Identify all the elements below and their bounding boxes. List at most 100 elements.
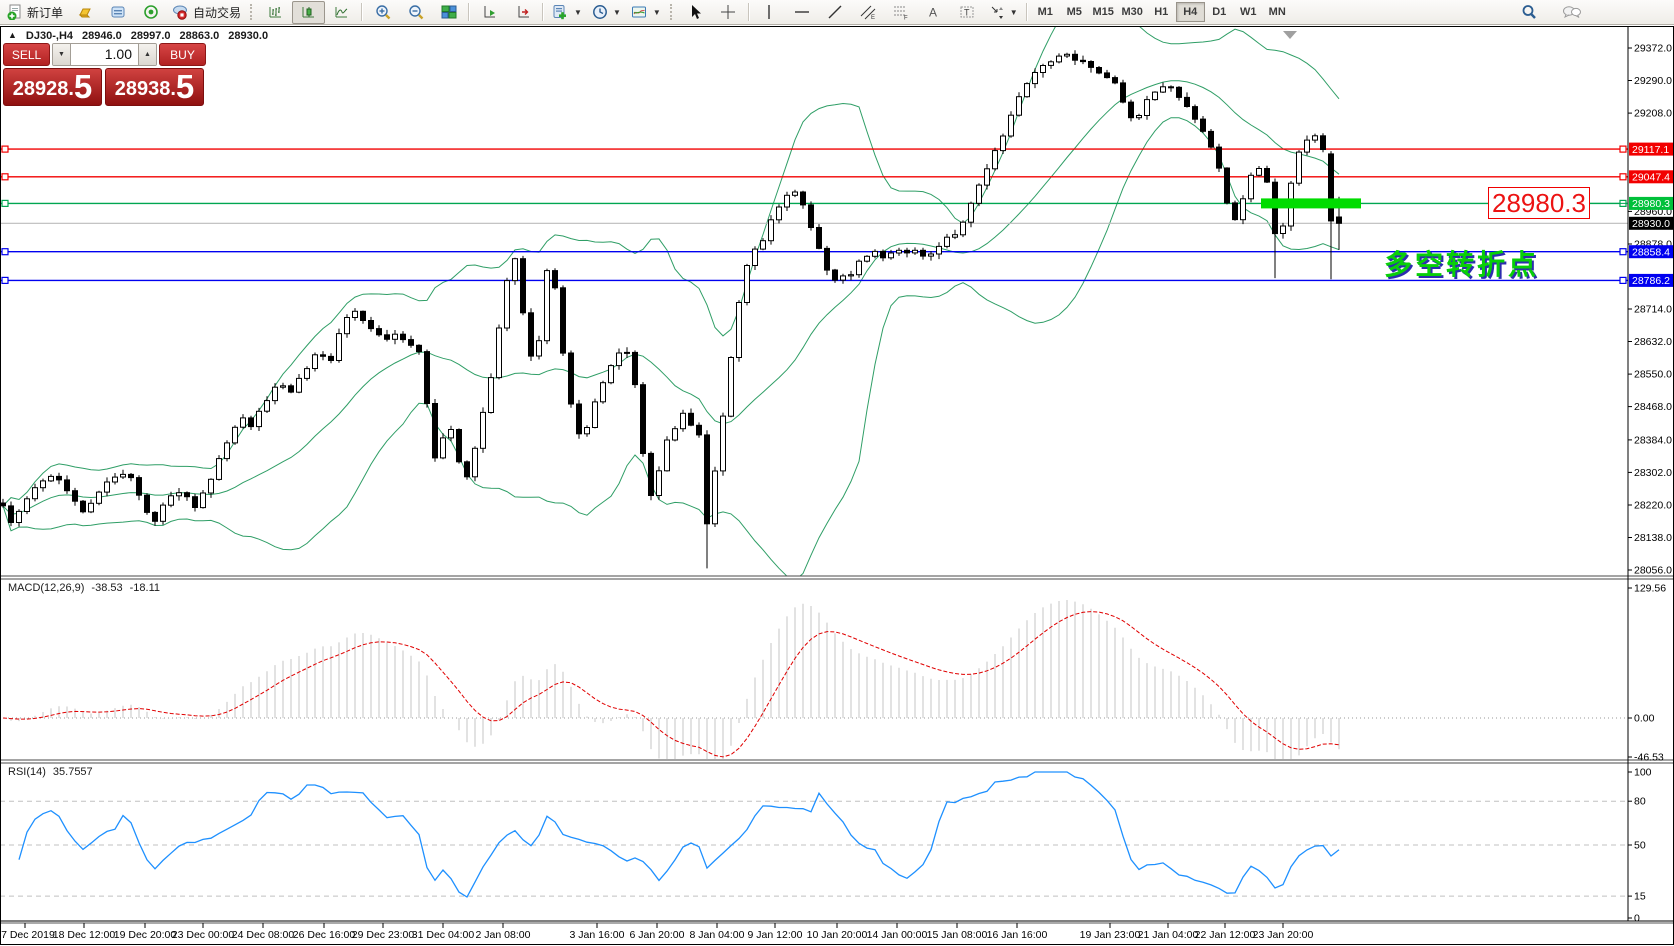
autoscroll-button[interactable] [473, 1, 506, 24]
volume-increase-button[interactable]: ▲ [138, 44, 156, 65]
time-axis-label: 16 Jan 16:00 [987, 929, 1048, 941]
candle-body [1304, 139, 1310, 153]
new-chart-button[interactable]: ▼ [547, 1, 587, 24]
candle-body [1200, 118, 1206, 132]
quotes-button[interactable] [101, 1, 134, 24]
candle-body [616, 352, 622, 367]
tab-timeframe-w1[interactable]: W1 [1239, 6, 1257, 18]
tab-timeframe-h4[interactable]: H4 [1175, 2, 1205, 22]
candle-body [976, 184, 982, 204]
candle-body [336, 333, 342, 362]
gold-button[interactable] [68, 1, 101, 24]
candle-body [96, 491, 102, 504]
candle-body [416, 344, 422, 353]
vertical-line-button[interactable] [753, 1, 786, 24]
candle-body [520, 258, 526, 314]
time-axis-label: 8 Jan 04:00 [690, 929, 745, 941]
candle-body [8, 505, 14, 523]
line-chart-button[interactable] [325, 1, 358, 24]
time-axis-label: 10 Jan 20:00 [807, 929, 868, 941]
price-axis-label: 29208.0 [1634, 108, 1672, 120]
arrows-button[interactable]: ▼ [984, 1, 1023, 24]
rsi-axis-label: 80 [1634, 796, 1646, 808]
candle-body [776, 206, 782, 221]
chart-area[interactable]: 29372.029290.029208.028960.028878.028714… [0, 26, 1674, 946]
zoom-in-button[interactable] [366, 1, 399, 24]
sell-price-button[interactable]: 28928. 5 [3, 68, 102, 106]
candle-body [792, 191, 798, 196]
candle-body [912, 249, 918, 254]
zoom-out-button[interactable] [399, 1, 432, 24]
buy-price-button[interactable]: 28938. 5 [105, 68, 204, 106]
sell-button[interactable]: SELL [3, 43, 50, 66]
signal-button[interactable] [134, 1, 167, 24]
tab-timeframe-m30[interactable]: M30 [1121, 6, 1143, 18]
bollinger-middle-band [2, 80, 1340, 515]
crosshair-icon [721, 5, 736, 19]
candlestick-chart-button[interactable] [292, 0, 326, 24]
macd-axis-label: -46.53 [1634, 752, 1664, 764]
candle-body [1160, 86, 1166, 93]
horizontal-line-button[interactable] [786, 1, 819, 24]
tab-timeframe-m5[interactable]: M5 [1066, 6, 1082, 18]
candle-body [376, 328, 382, 336]
line-endpoint-handle [1619, 173, 1627, 181]
buy-button[interactable]: BUY [159, 43, 206, 66]
price-axis-label: 28302.0 [1634, 467, 1672, 479]
tile-windows-button[interactable] [432, 1, 465, 24]
cursor-button[interactable] [679, 1, 712, 24]
macd-indicator-label: MACD(12,26,9) -38.53 -18.11 [8, 582, 160, 594]
candle-body [208, 478, 214, 494]
equidistant-channel-button[interactable]: E [852, 1, 885, 24]
candle-body [1144, 99, 1150, 116]
autoscroll-icon [484, 6, 495, 18]
period-button[interactable]: ▼ [587, 1, 626, 24]
price-badge [1629, 216, 1674, 230]
time-axis-label: 23 Dec 00:00 [172, 929, 235, 941]
toolbar-grip[interactable] [250, 4, 255, 20]
time-axis-label: 23 Jan 20:00 [1253, 929, 1314, 941]
tab-timeframe-m1[interactable]: M1 [1037, 6, 1053, 18]
templates-button[interactable]: ▼ [626, 1, 666, 24]
buy-price-dot: . [170, 78, 176, 100]
candle-body [264, 400, 270, 412]
candle-body [768, 219, 774, 242]
zoom-out-icon [408, 5, 423, 20]
text-button[interactable]: A [918, 1, 951, 24]
auto-trading-button[interactable]: 自动交易 [167, 1, 246, 24]
text-label-button[interactable]: T [951, 1, 984, 24]
tab-timeframe-m15[interactable]: M15 [1092, 6, 1114, 18]
candle-body [272, 386, 278, 402]
volume-input[interactable]: 1.00 [104, 46, 132, 62]
rsi-axis-label: 100 [1634, 767, 1652, 779]
chat-button[interactable] [1555, 1, 1588, 24]
price-badge [1629, 273, 1674, 287]
new-order-button[interactable]: 新订单 [2, 1, 68, 24]
fibonacci-button[interactable]: F [885, 1, 918, 24]
price-axis-label: 29290.0 [1634, 75, 1672, 87]
cursor-icon [692, 5, 702, 19]
close-value: 28930.0 [228, 30, 269, 42]
tab-timeframe-h1[interactable]: H1 [1154, 6, 1169, 18]
crosshair-button[interactable] [712, 1, 745, 24]
candle-body [848, 274, 854, 277]
chart-shift-button[interactable] [506, 1, 539, 24]
candle-body [840, 275, 846, 281]
trendline-button[interactable] [819, 1, 852, 24]
turning-point-annotation[interactable]: 多空转折点 [1384, 249, 1540, 280]
price-callout-label[interactable]: 28980.3 [1488, 187, 1590, 219]
candle-body [648, 452, 654, 496]
line-endpoint-handle [1, 199, 9, 207]
volume-decrease-button[interactable]: ▼ [53, 44, 71, 65]
chevron-down-icon: ▼ [612, 7, 621, 17]
price-badge-label: 28858.4 [1632, 247, 1670, 259]
candle-body [968, 202, 974, 223]
tab-timeframe-d1[interactable]: D1 [1212, 6, 1227, 18]
search-button[interactable] [1512, 1, 1545, 24]
tab-timeframe-mn[interactable]: MN [1268, 6, 1286, 18]
chart-shift-marker-icon [1283, 31, 1297, 39]
toolbar-grip[interactable] [669, 4, 675, 20]
bar-chart-button[interactable] [259, 1, 292, 24]
volume-stepper: ▼ 1.00 ▲ [52, 43, 157, 66]
rsi-axis-label: 15 [1634, 891, 1646, 903]
